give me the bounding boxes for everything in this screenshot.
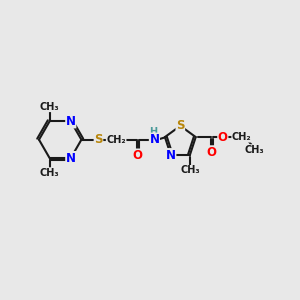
Text: O: O [206, 146, 216, 159]
Text: CH₃: CH₃ [180, 166, 200, 176]
Text: S: S [176, 119, 184, 132]
Text: CH₂: CH₂ [232, 132, 251, 142]
Text: N: N [149, 133, 159, 146]
Text: O: O [218, 130, 228, 143]
Text: N: N [166, 149, 176, 162]
Text: N: N [66, 152, 76, 165]
Text: CH₃: CH₃ [40, 168, 59, 178]
Text: CH₂: CH₂ [106, 135, 126, 145]
Text: CH₃: CH₃ [40, 102, 59, 112]
Text: CH₃: CH₃ [245, 145, 264, 155]
Text: O: O [132, 149, 142, 162]
Text: S: S [94, 133, 103, 146]
Text: N: N [66, 115, 76, 128]
Text: H: H [149, 127, 157, 137]
